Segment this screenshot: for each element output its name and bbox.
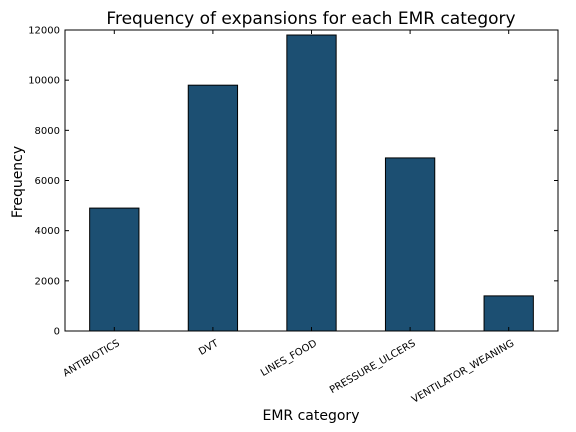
x-tick-label: DVT xyxy=(197,338,221,358)
y-tick-label: 6000 xyxy=(35,176,60,187)
x-tick-label: VENTILATOR_WEANING xyxy=(410,338,516,406)
y-tick-label: 10000 xyxy=(28,76,60,87)
bar-antibiotics xyxy=(89,207,140,332)
y-tick-label: 12000 xyxy=(28,26,60,37)
y-tick-label: 2000 xyxy=(35,276,60,287)
bar-ventilator-weaning xyxy=(483,295,534,332)
x-tick-label: LINES_FOOD xyxy=(259,338,319,379)
x-tick-label: ANTIBIOTICS xyxy=(61,338,121,379)
bar-lines-food xyxy=(286,34,337,332)
y-axis-label: Frequency xyxy=(10,146,26,218)
bars-group xyxy=(89,34,534,332)
x-tick-label: PRESSURE_ULCERS xyxy=(328,338,418,396)
x-axis-label: EMR category xyxy=(263,408,360,424)
y-tick-label: 4000 xyxy=(35,226,60,237)
chart-title: Frequency of expansions for each EMR cat… xyxy=(106,9,515,29)
y-tick-label: 0 xyxy=(54,327,60,338)
y-axis-ticks: 0 2000 4000 6000 8000 10000 12000 xyxy=(28,26,558,338)
bar-pressure-ulcers xyxy=(384,157,436,332)
y-tick-label: 8000 xyxy=(35,126,60,137)
plot-frame xyxy=(64,29,559,332)
bar-dvt xyxy=(187,84,239,332)
